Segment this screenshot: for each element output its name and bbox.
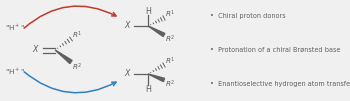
- Text: X: X: [124, 22, 130, 31]
- FancyArrowPatch shape: [24, 6, 116, 28]
- Polygon shape: [148, 74, 164, 82]
- Text: •  Chiral proton donors: • Chiral proton donors: [210, 13, 286, 19]
- Text: H: H: [145, 6, 151, 15]
- Text: "H$^+$": "H$^+$": [5, 23, 25, 33]
- Text: $R^2$: $R^2$: [165, 33, 175, 45]
- FancyArrowPatch shape: [24, 72, 116, 93]
- Polygon shape: [148, 26, 165, 37]
- Text: "H$^+$": "H$^+$": [5, 67, 25, 77]
- Text: $R^1$: $R^1$: [165, 8, 175, 20]
- Text: $R^1$: $R^1$: [165, 55, 175, 67]
- Text: $R^2$: $R^2$: [72, 61, 82, 73]
- Text: $R^1$: $R^1$: [72, 29, 82, 41]
- Polygon shape: [55, 50, 72, 64]
- Text: •  Enantioselective hydrogen atom transfer: • Enantioselective hydrogen atom transfe…: [210, 81, 350, 87]
- Text: •  Protonation of a chiral Brønsted base: • Protonation of a chiral Brønsted base: [210, 47, 340, 53]
- Text: $R^2$: $R^2$: [165, 78, 175, 90]
- Text: X: X: [124, 69, 130, 78]
- Text: H: H: [145, 86, 151, 95]
- Text: X: X: [32, 45, 38, 55]
